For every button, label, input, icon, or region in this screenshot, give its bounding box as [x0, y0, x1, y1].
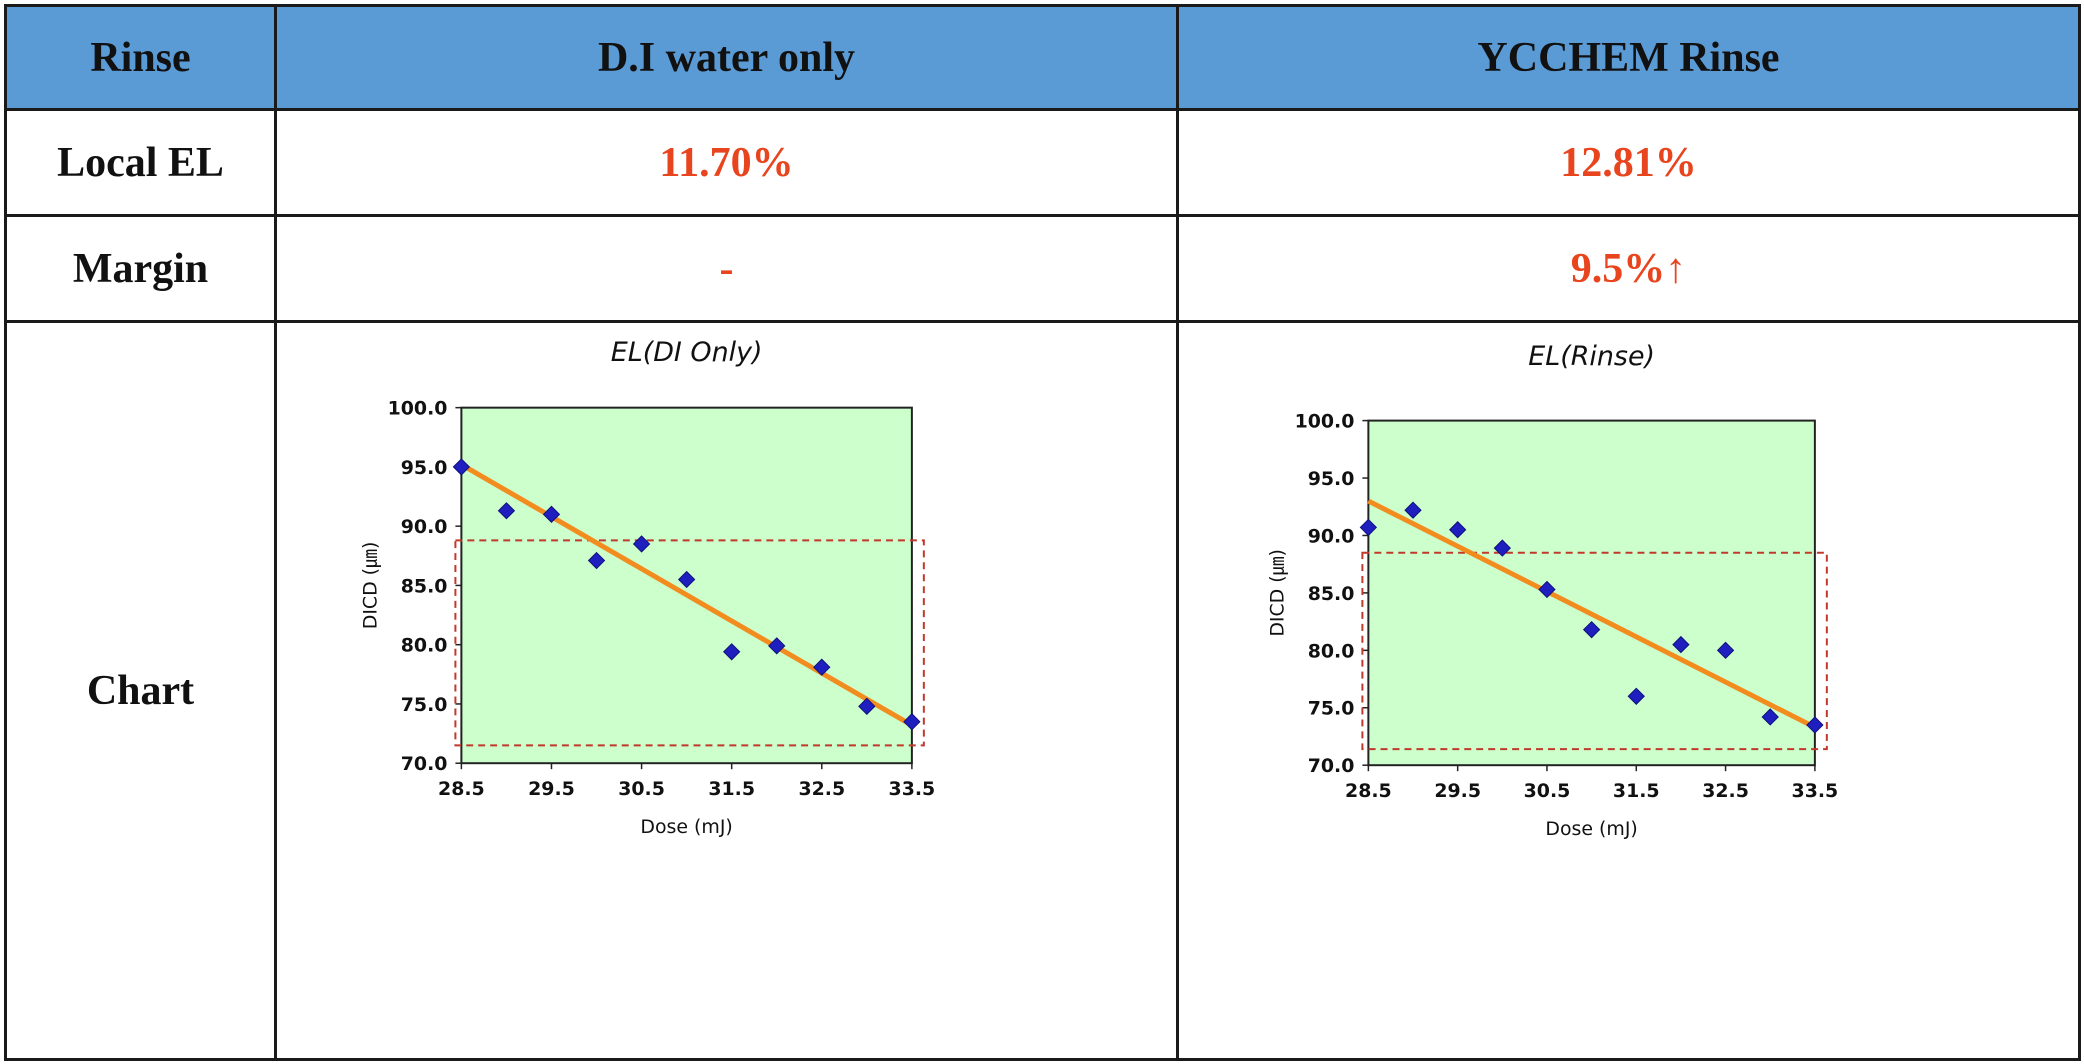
data-point [723, 643, 741, 661]
trendline [1367, 498, 1817, 730]
header-rinse: Rinse [4, 4, 277, 111]
data-point [1538, 580, 1556, 599]
header-row: Rinse D.I water only YCCHEM Rinse [4, 4, 2081, 111]
y-tick-label: 85.0 [1308, 583, 1355, 605]
trendline [460, 462, 914, 728]
data-point [1761, 708, 1779, 726]
row-label-margin: Margin [4, 214, 277, 323]
el-window-box [1361, 551, 1828, 751]
x-tick-label: 28.5 [438, 778, 485, 800]
data-point [1716, 641, 1735, 660]
data-point [1627, 687, 1645, 705]
header-di-water: D.I water only [274, 4, 1179, 111]
y-tick-label: 80.0 [1308, 640, 1355, 662]
x-tick-label: 32.5 [798, 778, 845, 800]
x-axis-label: Dose (mJ) [640, 816, 732, 838]
chart-title: EL(DI Only) [611, 337, 763, 368]
x-tick-label: 31.5 [1613, 780, 1660, 802]
local-el-rinse-value: 12.81% [1176, 108, 2081, 217]
row-margin: Margin - 9.5%↑ [4, 214, 2081, 323]
y-tick-label: 75.0 [401, 694, 448, 716]
margin-rinse-value: 9.5%↑ [1176, 214, 2081, 323]
x-tick-label: 29.5 [1434, 780, 1481, 802]
data-point [903, 713, 921, 731]
y-axis-label: DICD (㎛) [1267, 549, 1289, 637]
x-tick-label: 28.5 [1345, 780, 1392, 802]
x-tick-label: 31.5 [708, 778, 755, 800]
x-axis-label: Dose (mJ) [1545, 818, 1637, 840]
data-point [497, 502, 516, 520]
x-tick-label: 33.5 [1792, 780, 1839, 802]
x-tick-label: 29.5 [528, 778, 575, 800]
y-tick-label: 85.0 [401, 575, 448, 597]
chart-rinse: EL(Rinse) 70.0 75.0 80.0 85.0 90.0 95.0 100.0 28… [1267, 341, 1839, 840]
data-point [1404, 501, 1422, 519]
y-tick-label: 90.0 [401, 516, 448, 538]
data-point [768, 637, 786, 655]
x-tick-label: 33.5 [889, 778, 936, 800]
data-point [677, 570, 696, 589]
data-point [587, 551, 606, 570]
chart-cell-di: EL(DI Only) 70.0 75.0 80.0 85.0 90.0 95.0 100.0… [274, 320, 1179, 1061]
x-tick-label: 30.5 [1524, 780, 1571, 802]
chart-title: EL(Rinse) [1528, 341, 1655, 372]
row-label-local-el: Local EL [4, 108, 277, 217]
data-point [542, 505, 561, 523]
plot-area [1367, 419, 1816, 767]
y-tick-label: 100.0 [1295, 411, 1355, 433]
data-point [632, 535, 651, 553]
data-point [1806, 716, 1824, 734]
y-tick-label: 75.0 [1308, 698, 1355, 720]
row-local-el: Local EL 11.70% 12.81% [4, 108, 2081, 217]
y-tick-label: 70.0 [401, 753, 448, 775]
data-point [1493, 539, 1511, 557]
y-tick-label: 80.0 [401, 635, 448, 657]
x-tick-label: 30.5 [618, 778, 665, 800]
data-point [452, 458, 471, 476]
margin-di-value: - [274, 214, 1179, 323]
y-tick-label: 100.0 [388, 398, 448, 420]
data-point [813, 658, 831, 676]
x-tick-label: 32.5 [1702, 780, 1749, 802]
el-window-box [454, 539, 925, 747]
row-chart: Chart EL(DI Only) 70.0 75.0 80.0 85.0 90.0 95.… [4, 320, 2081, 1061]
y-tick-label: 95.0 [401, 457, 448, 479]
y-tick-label: 95.0 [1308, 468, 1355, 490]
data-point [1672, 635, 1690, 654]
y-axis-label: DICD (㎛) [360, 542, 382, 630]
data-point [1582, 620, 1601, 639]
chart-di-only: EL(DI Only) 70.0 75.0 80.0 85.0 90.0 95.0 100.0… [360, 337, 936, 838]
chart-cell-rinse: EL(Rinse) 70.0 75.0 80.0 85.0 90.0 95.0 100.0 28… [1176, 320, 2081, 1061]
data-point [1359, 518, 1378, 537]
data-point [858, 697, 876, 715]
y-tick-label: 70.0 [1308, 755, 1355, 777]
header-ycchem: YCCHEM Rinse [1176, 4, 2081, 111]
comparison-table: Rinse D.I water only YCCHEM Rinse Local … [4, 4, 2081, 1061]
row-label-chart: Chart [4, 320, 277, 1061]
y-tick-label: 90.0 [1308, 525, 1355, 547]
local-el-di-value: 11.70% [274, 108, 1179, 217]
data-point [1448, 521, 1467, 539]
